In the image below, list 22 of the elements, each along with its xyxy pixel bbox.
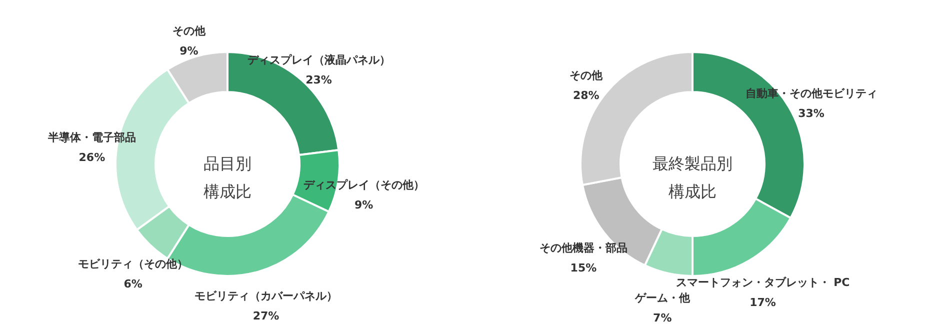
data-label: 17% — [750, 296, 776, 309]
slice-label: その他機器・部品 — [539, 242, 628, 255]
slice-label: 半導体・電子部品 — [46, 131, 136, 144]
data-label: 9% — [354, 198, 374, 212]
data-label: 9% — [180, 44, 198, 58]
text: 最終製品別構成比 — [652, 154, 732, 201]
slice-label: スマートフォン・タブレット・ PC — [676, 276, 850, 289]
data-label: 7% — [653, 312, 672, 325]
data-label: 26% — [78, 151, 106, 164]
data-label: 6% — [124, 278, 142, 291]
data-label: 27% — [252, 310, 280, 323]
slice-label: ゲーム・他 — [634, 292, 691, 305]
slice-label: モビリティ（カバーパネル） — [194, 290, 338, 303]
data-label: 23% — [306, 73, 332, 86]
slice-label: その他 — [570, 69, 604, 82]
slice-label: その他 — [172, 24, 206, 38]
data-label: 33% — [798, 106, 824, 120]
slice-label: 自動車・その他モビリティ — [745, 86, 878, 100]
data-label: 15% — [570, 262, 597, 275]
text: 品目別構成比 — [204, 154, 252, 201]
slice-label: ディスプレイ（その他） — [303, 178, 424, 192]
data-label: 28% — [572, 89, 600, 102]
